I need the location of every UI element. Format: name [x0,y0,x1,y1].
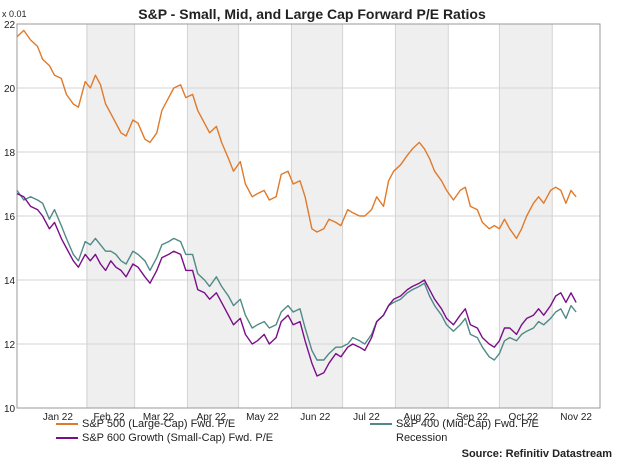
legend-item-recession: Recession [370,432,447,444]
legend-swatch-recession [370,434,392,442]
x-tick-label: Sep 22 [456,412,488,423]
x-tick-label: Aug 22 [403,412,435,423]
source-note: Source: Refinitiv Datastream [461,448,612,460]
legend-item-large-cap: S&P 500 (Large-Cap) Fwd. P/E [56,418,235,430]
y-unit-label: x 0.01 [2,9,27,19]
legend-label-small-cap: S&P 600 Growth (Small-Cap) Fwd. P/E [82,432,274,444]
chart-title: S&P - Small, Mid, and Large Cap Forward … [138,6,486,22]
plot-frame [16,23,601,409]
y-tick-label: 18 [4,148,16,159]
y-tick-label: 16 [4,212,16,223]
legend-swatch-large-cap [56,423,78,425]
x-tick-label: Jan 22 [43,412,73,423]
series-lines [16,29,577,377]
x-tick-label: May 22 [246,412,279,423]
legend-label-recession: Recession [396,432,448,444]
series-line-mid-cap [16,189,577,361]
legend-label-large-cap: S&P 500 (Large-Cap) Fwd. P/E [82,418,236,430]
legend-item-mid-cap: S&P 400 (Mid-Cap) Fwd. P/E [370,418,539,430]
legend-swatch-mid-cap [370,423,392,425]
series-line-large-cap [16,29,577,240]
series-line-small-cap [16,192,577,377]
x-tick-label: Jun 22 [300,412,330,423]
legend-swatch-small-cap [56,437,78,439]
y-tick-label: 14 [4,276,16,287]
y-tick-label: 20 [4,84,16,95]
x-tick-label: Mar 22 [143,412,175,423]
x-tick-label: Oct 22 [509,412,539,423]
y-tick-label: 12 [4,340,16,351]
x-tick-label: Nov 22 [560,412,592,423]
y-tick-label: 22 [4,20,16,31]
y-tick-labels: 10 12 14 16 18 20 22 [4,20,16,415]
x-tick-label: Jul 22 [353,412,380,423]
x-tick-labels: Jan 22 Feb 22 Mar 22 Apr 22 May 22 Jun 22 Jul … [43,412,593,423]
y-tick-label: 10 [4,404,16,415]
legend-item-small-cap: S&P 600 Growth (Small-Cap) Fwd. P/E [56,432,273,444]
plot-area: 10 12 14 16 18 20 22 Jan 22 Feb 22 Mar 22 Apr 22 M… [2,9,601,423]
x-tick-label: Feb 22 [93,412,125,423]
x-tick-label: Apr 22 [197,412,227,423]
legend-label-mid-cap: S&P 400 (Mid-Cap) Fwd. P/E [396,418,539,430]
